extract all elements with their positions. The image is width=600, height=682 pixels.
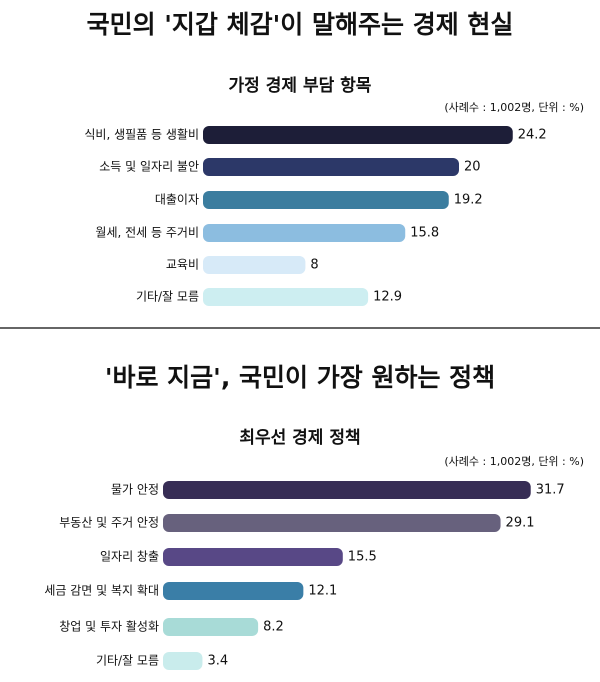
value-label: 8.2	[263, 620, 284, 635]
value-label: 12.1	[308, 584, 337, 599]
value-label: 24.2	[518, 128, 547, 143]
value-label: 8	[310, 258, 318, 273]
bar	[163, 548, 343, 566]
category-label: 물가 안정	[111, 483, 159, 497]
category-label: 세금 감면 및 복지 확대	[44, 584, 159, 598]
chart-title: '바로 지금', 국민이 가장 원하는 정책	[105, 363, 495, 392]
value-label: 15.5	[348, 550, 377, 565]
chart-subtitle: 가정 경제 부담 항목	[229, 75, 372, 96]
bar	[203, 288, 369, 306]
category-label: 기타/잘 모름	[136, 290, 199, 304]
category-label: 기타/잘 모름	[96, 654, 159, 668]
bar	[163, 514, 501, 532]
chart-subtitle: 최우선 경제 정책	[239, 428, 360, 448]
bar	[203, 191, 449, 209]
chart-note: (사례수 : 1,002명, 단위 : %)	[444, 455, 584, 468]
value-label: 20	[464, 160, 481, 175]
bar	[203, 126, 513, 144]
bar	[163, 481, 531, 499]
bar	[203, 256, 306, 274]
value-label: 19.2	[454, 193, 483, 208]
value-label: 12.9	[373, 290, 402, 305]
bar	[203, 158, 459, 176]
category-label: 일자리 창출	[100, 550, 159, 564]
category-label: 대출이자	[155, 193, 199, 207]
bar	[163, 652, 203, 670]
bar	[163, 582, 304, 600]
category-label: 소득 및 일자리 불안	[99, 160, 199, 174]
bar	[163, 618, 259, 636]
category-label: 교육비	[166, 258, 199, 272]
category-label: 창업 및 투자 활성화	[59, 620, 159, 634]
chart-note: (사례수 : 1,002명, 단위 : %)	[444, 101, 584, 114]
value-label: 31.7	[536, 483, 565, 498]
chart-title: 국민의 '지갑 체감'이 말해주는 경제 현실	[87, 10, 514, 39]
category-label: 식비, 생필품 등 생활비	[84, 128, 199, 142]
value-label: 3.4	[207, 654, 228, 669]
category-label: 부동산 및 주거 안정	[59, 516, 159, 530]
value-label: 15.8	[410, 226, 439, 241]
value-label: 29.1	[506, 516, 535, 531]
category-label: 월세, 전세 등 주거비	[95, 226, 199, 240]
bar	[203, 224, 406, 242]
